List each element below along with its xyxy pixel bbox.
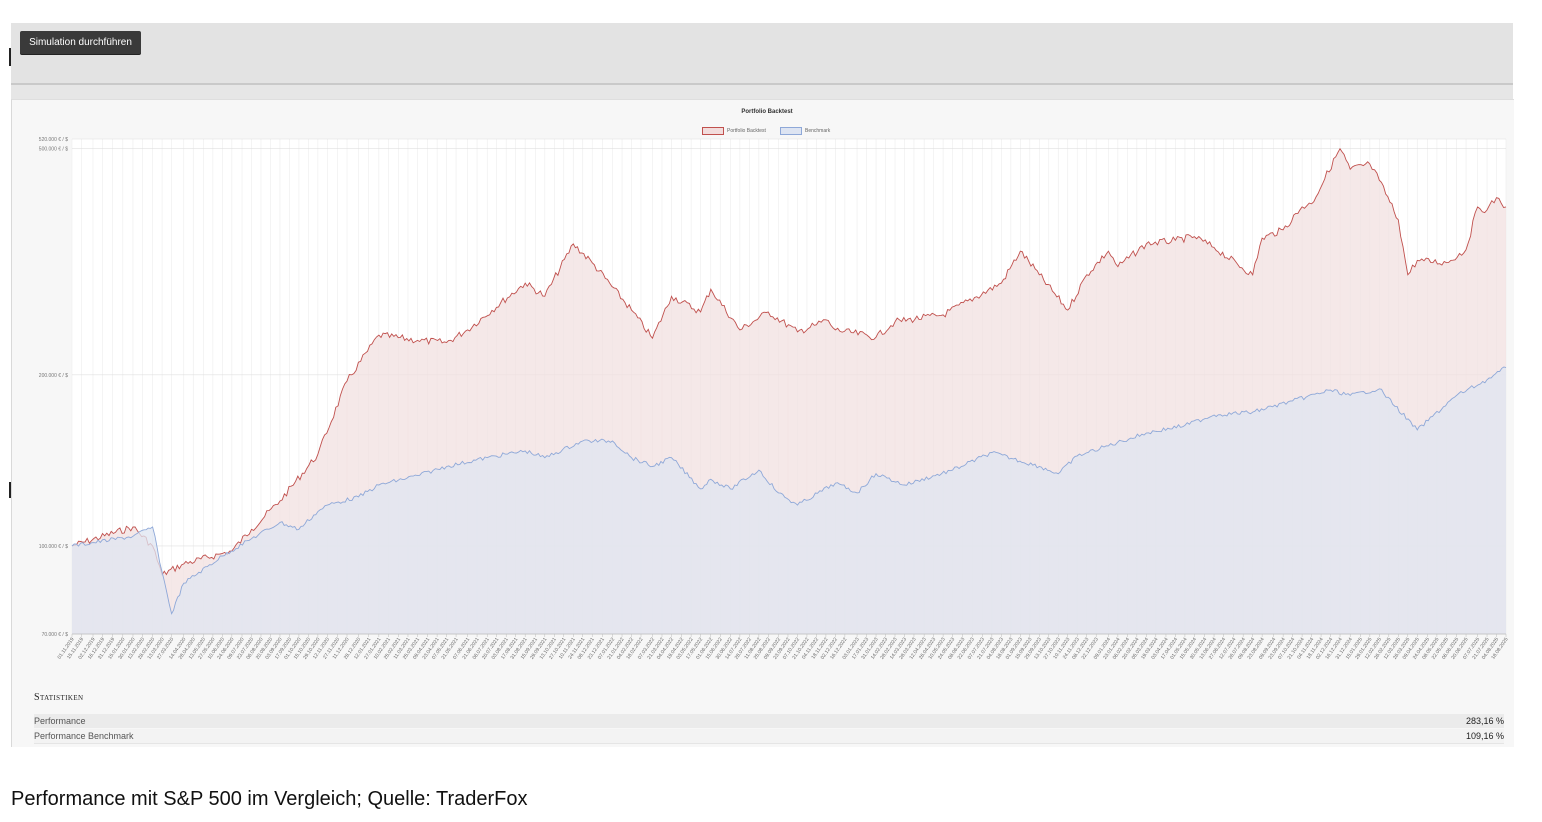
y-tick-label: 500.000 € / $ — [39, 147, 68, 153]
stat-value: 283,16 % — [1465, 716, 1504, 726]
stat-value: 109,16 % — [1465, 731, 1504, 741]
window-edge-mark — [9, 482, 11, 498]
legend-label-benchmark: Benchmark — [805, 128, 831, 134]
stat-row-performance-benchmark: Performance Benchmark 109,16 % — [34, 729, 1504, 744]
legend-label-portfolio: Portfolio Backtest — [727, 128, 766, 134]
series-line-0 — [71, 147, 1507, 576]
performance-chart: 70.000 € / $ 100.000 € / $ 200.000 € / $ 50… — [39, 137, 1510, 661]
statistics-heading: Statistiken — [34, 692, 84, 703]
backtest-app: Simulation durchführen Portfolio Backtes… — [11, 23, 1514, 747]
stat-label: Performance — [34, 716, 86, 726]
y-tick-label: 520.000 € / $ — [39, 137, 68, 143]
stat-label: Performance Benchmark — [34, 731, 134, 741]
legend-item-portfolio[interactable]: Portfolio Backtest — [702, 127, 766, 135]
window-edge-mark — [9, 48, 11, 66]
y-tick-label: 70.000 € / $ — [42, 632, 69, 638]
results-panel: Portfolio Backtest Portfolio Backtest Be… — [11, 99, 1514, 747]
figure-caption: Performance mit S&P 500 im Vergleich; Qu… — [11, 788, 528, 810]
chart-container: Portfolio Backtest Portfolio Backtest Be… — [20, 104, 1514, 690]
legend-swatch-benchmark — [780, 127, 802, 135]
legend-swatch-portfolio — [702, 127, 724, 135]
series-line-1 — [71, 366, 1507, 615]
toolbar: Simulation durchführen — [11, 23, 1513, 85]
toolbar-spacer — [11, 85, 1513, 99]
stat-row-performance: Performance 283,16 % — [34, 714, 1504, 728]
simulate-button[interactable]: Simulation durchführen — [20, 31, 141, 54]
legend-item-benchmark[interactable]: Benchmark — [780, 127, 830, 135]
y-tick-label: 200.000 € / $ — [39, 373, 68, 379]
y-tick-label: 100.000 € / $ — [39, 544, 68, 550]
chart-title: Portfolio Backtest — [741, 109, 793, 115]
